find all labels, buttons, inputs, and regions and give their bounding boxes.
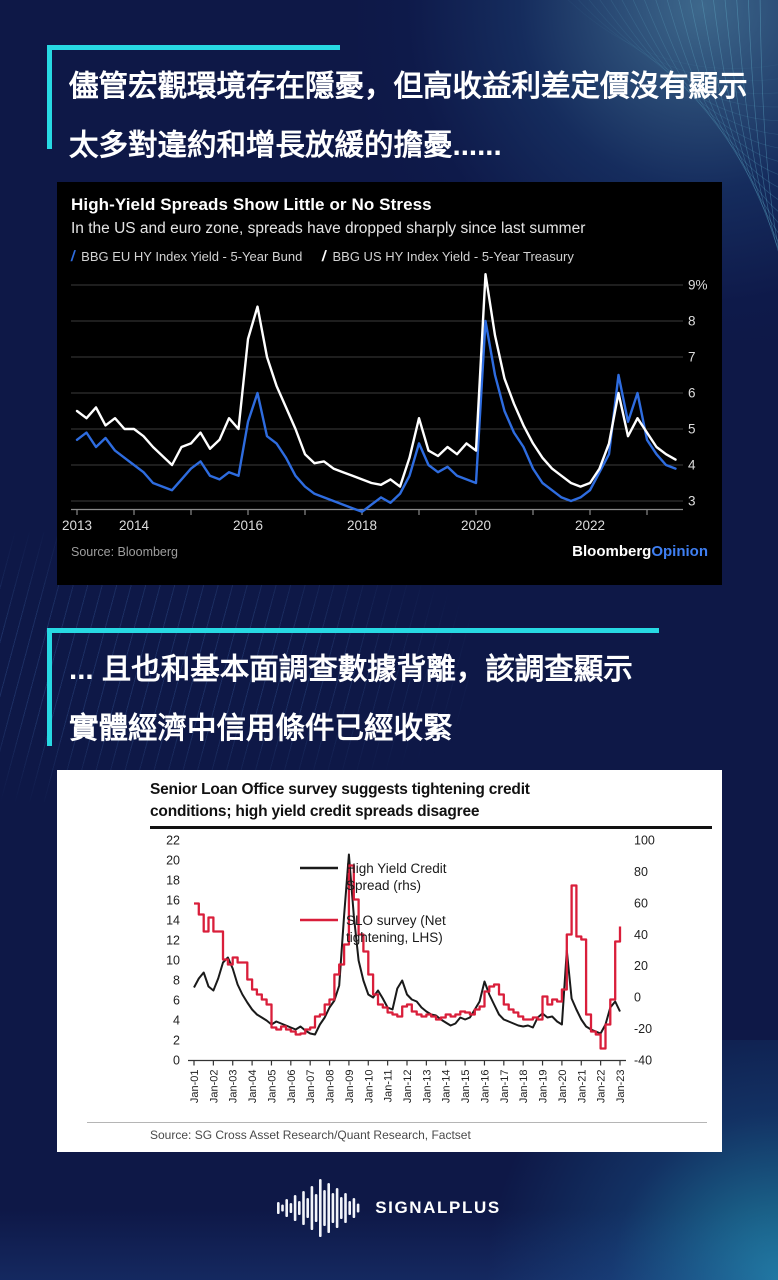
headline-top: 儘管宏觀環境存在隱憂，但高收益利差定價沒有顯示 太多對違約和增長放緩的擔憂...… <box>47 45 769 175</box>
svg-text:2013: 2013 <box>62 518 92 533</box>
bloomberg-opinion-logo: BloombergOpinion <box>572 543 708 560</box>
svg-text:8: 8 <box>173 974 180 988</box>
svg-text:0: 0 <box>173 1054 180 1068</box>
svg-text:Jan-09: Jan-09 <box>344 1070 356 1104</box>
chart2-title: Senior Loan Office survey suggests tight… <box>150 781 530 820</box>
svg-text:8: 8 <box>688 314 696 329</box>
svg-text:-20: -20 <box>634 1022 652 1036</box>
svg-text:60: 60 <box>634 896 648 910</box>
svg-text:40: 40 <box>634 928 648 942</box>
svg-text:2022: 2022 <box>575 518 605 533</box>
slo-survey-chart-card: Senior Loan Office survey suggests tight… <box>57 770 722 1152</box>
headline2-accent-bar-top <box>47 628 659 633</box>
svg-text:Jan-16: Jan-16 <box>479 1070 491 1104</box>
svg-text:10: 10 <box>166 954 180 968</box>
svg-text:5: 5 <box>688 422 696 437</box>
svg-text:2014: 2014 <box>119 518 150 533</box>
svg-text:Jan-06: Jan-06 <box>286 1070 298 1104</box>
legend-item-eu: / BBG EU HY Index Yield - 5-Year Bund <box>69 248 303 265</box>
svg-text:2: 2 <box>173 1034 180 1048</box>
svg-text:Jan-11: Jan-11 <box>383 1070 395 1103</box>
chart1-title: High-Yield Spreads Show Little or No Str… <box>71 195 432 214</box>
svg-text:Jan-19: Jan-19 <box>538 1070 550 1104</box>
svg-text:Jan-14: Jan-14 <box>441 1070 453 1104</box>
svg-text:6: 6 <box>688 386 696 401</box>
headline2-accent-bar-left <box>47 628 52 746</box>
svg-text:0: 0 <box>634 991 641 1005</box>
svg-text:-40: -40 <box>634 1054 652 1068</box>
svg-text:2016: 2016 <box>233 518 263 533</box>
svg-text:Jan-13: Jan-13 <box>421 1070 433 1104</box>
headline-middle: ... 且也和基本面調查數據背離，該調查顯示 實體經濟中信用條件已經收緊 <box>47 628 769 758</box>
headline-middle-line2: 實體經濟中信用條件已經收緊 <box>69 712 453 745</box>
chart1-plot: 9% 8 7 6 5 4 3 2013 2014 2016 2018 2020 2022 <box>62 273 708 533</box>
svg-text:6: 6 <box>173 994 180 1008</box>
svg-text:16: 16 <box>166 894 180 908</box>
headline-middle-line1: ... 且也和基本面調查數據背離，該調查顯示 <box>69 653 633 686</box>
chart2-plot: 2220181614121086420100806040200-20-40Jan… <box>166 834 655 1104</box>
signalplus-logo: SIGNALPLUS <box>0 1176 778 1240</box>
legend-label-eu: BBG EU HY Index Yield - 5-Year Bund <box>81 249 303 264</box>
legend-item-us: / BBG US HY Index Yield - 5-Year Treasury <box>321 248 574 265</box>
svg-text:Jan-08: Jan-08 <box>325 1070 337 1104</box>
svg-text:Jan-23: Jan-23 <box>615 1070 627 1104</box>
waveform-icon <box>277 1179 360 1237</box>
svg-text:9%: 9% <box>688 278 708 293</box>
bloomberg-chart-card: High-Yield Spreads Show Little or No Str… <box>57 182 722 585</box>
eu-series-slash-icon: / <box>69 248 77 265</box>
svg-text:Jan-12: Jan-12 <box>402 1070 414 1104</box>
headline-accent-bar-top <box>47 45 340 50</box>
svg-text:7: 7 <box>688 350 696 365</box>
svg-text:Jan-15: Jan-15 <box>460 1070 472 1104</box>
svg-text:Jan-17: Jan-17 <box>499 1070 511 1104</box>
svg-text:Spread (rhs): Spread (rhs) <box>346 878 421 893</box>
us-series-slash-icon: / <box>321 248 328 265</box>
chart1-footer: Source: Bloomberg BloombergOpinion <box>71 543 708 560</box>
chart1-subtitle: In the US and euro zone, spreads have dr… <box>71 220 586 237</box>
svg-text:Jan-21: Jan-21 <box>576 1070 588 1104</box>
svg-text:tightening, LHS): tightening, LHS) <box>346 930 443 945</box>
svg-text:3: 3 <box>688 494 696 509</box>
svg-text:Jan-02: Jan-02 <box>208 1070 220 1104</box>
svg-text:Jan-04: Jan-04 <box>247 1070 259 1104</box>
svg-text:SLO survey (Net: SLO survey (Net <box>346 913 446 928</box>
svg-text:80: 80 <box>634 865 648 879</box>
svg-text:Jan-10: Jan-10 <box>363 1070 375 1104</box>
svg-text:4: 4 <box>688 458 696 473</box>
svg-text:100: 100 <box>634 834 655 848</box>
svg-text:12: 12 <box>166 934 180 948</box>
chart1-source: Source: Bloomberg <box>71 545 179 559</box>
svg-text:14: 14 <box>166 914 180 928</box>
svg-text:Jan-05: Jan-05 <box>266 1070 278 1104</box>
headline-accent-bar-left <box>47 45 52 149</box>
legend-label-us: BBG US HY Index Yield - 5-Year Treasury <box>332 249 574 264</box>
headline-top-line2: 太多對違約和增長放緩的擔憂...... <box>69 129 502 162</box>
svg-text:18: 18 <box>166 874 180 888</box>
svg-text:High Yield Credit: High Yield Credit <box>346 861 447 876</box>
svg-text:Jan-07: Jan-07 <box>305 1070 317 1104</box>
svg-text:Jan-03: Jan-03 <box>228 1070 240 1104</box>
svg-text:Jan-18: Jan-18 <box>518 1070 530 1104</box>
svg-text:4: 4 <box>173 1014 180 1028</box>
svg-text:22: 22 <box>166 834 180 848</box>
signalplus-logo-text: SIGNALPLUS <box>375 1198 501 1217</box>
chart2-source: Source: SG Cross Asset Research/Quant Re… <box>150 1128 471 1142</box>
headline-top-line1: 儘管宏觀環境存在隱憂，但高收益利差定價沒有顯示 <box>69 70 748 103</box>
svg-text:20: 20 <box>166 854 180 868</box>
chart1-legend: / BBG EU HY Index Yield - 5-Year Bund / BB… <box>69 248 708 265</box>
chart2-title-rule <box>150 826 712 829</box>
svg-text:2020: 2020 <box>461 518 491 533</box>
svg-text:Jan-01: Jan-01 <box>189 1070 201 1104</box>
svg-text:Jan-22: Jan-22 <box>596 1070 608 1104</box>
chart2-separator <box>87 1122 707 1123</box>
svg-text:2018: 2018 <box>347 518 377 533</box>
svg-text:Jan-20: Jan-20 <box>557 1070 569 1104</box>
svg-text:20: 20 <box>634 959 648 973</box>
